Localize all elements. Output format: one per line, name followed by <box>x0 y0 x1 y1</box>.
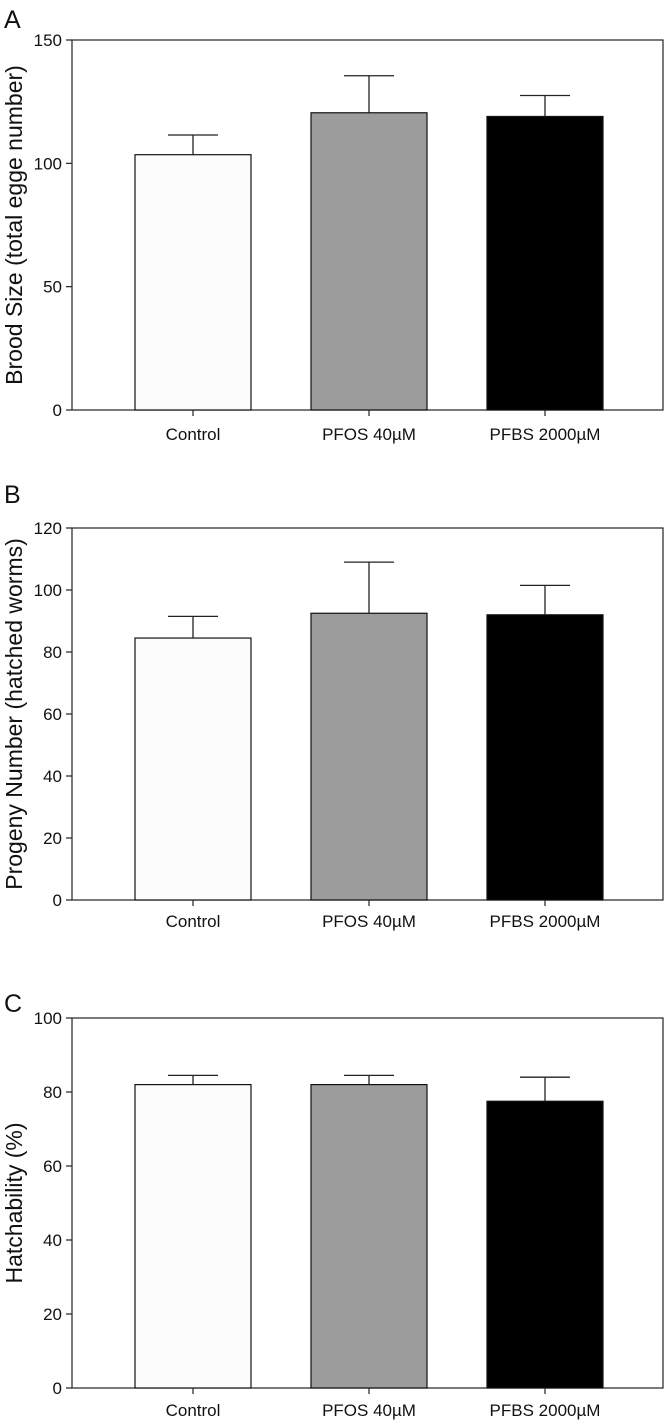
panel-a: A 0 50 100 150 Brood Size (total egge number)… <box>1 6 664 444</box>
y-tick-label: 150 <box>34 31 62 50</box>
bar <box>310 112 428 411</box>
y-axis-label: Hatchability (%) <box>1 1122 27 1283</box>
y-tick-label: 0 <box>53 891 62 910</box>
bar <box>310 612 428 901</box>
y-tick-label: 50 <box>43 278 62 297</box>
bar <box>486 115 604 411</box>
panel-letter: C <box>4 990 22 1018</box>
x-category-label: Control <box>166 912 221 931</box>
y-tick-label: 100 <box>34 581 62 600</box>
bar <box>486 614 604 901</box>
x-category-label: PFOS 40µM <box>322 425 416 444</box>
x-category-label: PFBS 2000µM <box>490 1401 601 1420</box>
x-category-label: PFBS 2000µM <box>490 425 601 444</box>
y-axis-label: Brood Size (total egge number) <box>1 65 27 385</box>
panels-root: A 0 50 100 150 Brood Size (total egge number)… <box>1 6 664 1420</box>
x-category-label: PFBS 2000µM <box>490 912 601 931</box>
bar <box>134 637 252 901</box>
x-category-label: PFOS 40µM <box>322 1401 416 1420</box>
bar <box>134 1083 252 1389</box>
panel-letter: B <box>4 481 21 509</box>
y-tick-label: 80 <box>43 1083 62 1102</box>
y-axis-label: Progeny Number (hatched worms) <box>1 538 27 890</box>
x-category-label: PFOS 40µM <box>322 912 416 931</box>
bar <box>486 1100 604 1389</box>
y-tick-label: 20 <box>43 829 62 848</box>
y-tick-label: 60 <box>43 705 62 724</box>
panel-c: C 0 20 40 60 80 100 Hatchability (%) Control PFOS… <box>1 990 664 1420</box>
bar <box>310 1083 428 1389</box>
x-category-label: Control <box>166 1401 221 1420</box>
y-tick-label: 60 <box>43 1157 62 1176</box>
y-tick-label: 0 <box>53 401 62 420</box>
panel-letter: A <box>4 6 21 34</box>
x-category-label: Control <box>166 425 221 444</box>
y-tick-label: 40 <box>43 767 62 786</box>
y-tick-label: 100 <box>34 1009 62 1028</box>
y-tick-label: 0 <box>53 1379 62 1398</box>
y-tick-label: 120 <box>34 519 62 538</box>
y-tick-label: 40 <box>43 1231 62 1250</box>
y-tick-label: 80 <box>43 643 62 662</box>
bar <box>134 154 252 411</box>
y-tick-label: 100 <box>34 154 62 173</box>
panel-b: B 0 20 40 60 80 100 120 Progeny Number (hatched … <box>1 481 664 931</box>
y-tick-label: 20 <box>43 1305 62 1324</box>
